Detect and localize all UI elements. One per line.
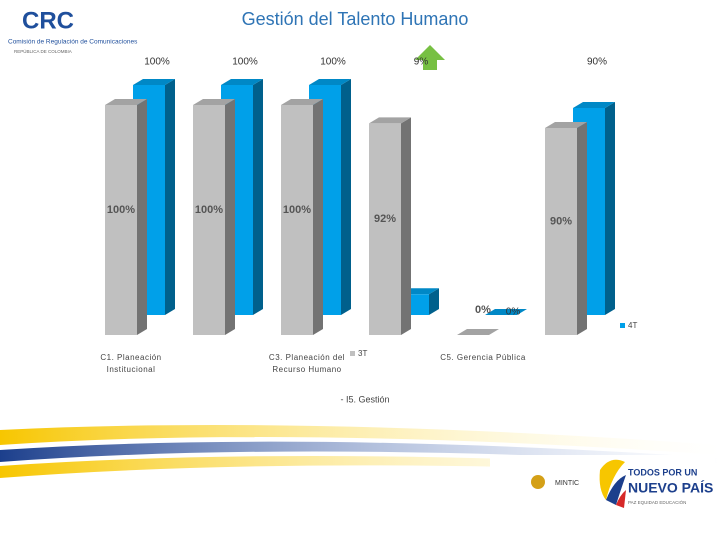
bar-top — [369, 117, 411, 124]
bar-side — [253, 79, 263, 315]
bar — [193, 105, 225, 335]
bar-top — [485, 309, 527, 315]
data-label: 100% — [195, 204, 223, 216]
slogan-icon — [616, 490, 626, 508]
bar-side — [313, 99, 323, 335]
slogan-icon — [606, 475, 626, 505]
bar-side — [429, 288, 439, 315]
data-label: 90% — [587, 57, 607, 68]
data-label: 0% — [506, 307, 521, 318]
arrow-icon — [415, 45, 445, 70]
data-label: 100% — [320, 57, 346, 68]
logo-text: NUEVO PAÍS — [628, 480, 713, 496]
bar-side — [225, 99, 235, 335]
data-label: 9% — [414, 57, 429, 68]
x-tick-label: C5. Gerencia Pública — [440, 353, 526, 362]
bar-top — [573, 102, 615, 108]
x-tick-label: C3. Planeación del Recurso Humano — [268, 353, 346, 374]
bar-top — [457, 329, 499, 335]
bar — [369, 123, 401, 336]
data-label: 92% — [374, 213, 396, 225]
crc-logo: CRC Comisión de Regulación de Comunicaci… — [8, 7, 138, 54]
logo-text: MINTIC — [555, 480, 579, 487]
bar-top — [545, 122, 587, 128]
bar-top — [281, 99, 323, 105]
x-tick-label: C1. Planeación Institucional — [100, 353, 162, 374]
logo-text: PAZ EQUIDAD EDUCACIÓN — [628, 499, 686, 505]
bar — [281, 105, 313, 335]
logo-text: Comisión de Regulación de Comunicaciones — [8, 39, 138, 46]
chart-title: Gestión del Talento Humano — [242, 9, 469, 29]
bar-top — [309, 79, 351, 85]
logo-text: REPÚBLICA DE COLOMBIA — [14, 48, 72, 54]
data-label: 0% — [475, 304, 491, 316]
bar — [105, 105, 137, 335]
bar-side — [137, 99, 147, 335]
swoosh — [0, 441, 720, 464]
bar-top — [221, 79, 263, 85]
x-axis-title: - I5. Gestión — [340, 394, 389, 404]
bar-side — [605, 102, 615, 315]
data-label: 100% — [144, 57, 170, 68]
legend-swatch — [350, 351, 355, 356]
bar — [545, 128, 577, 335]
bar-top — [193, 99, 235, 105]
legend-swatch — [620, 323, 625, 328]
bar-top — [133, 79, 175, 85]
bar-side — [341, 79, 351, 315]
shield-icon — [531, 475, 545, 489]
data-label: 100% — [232, 57, 258, 68]
bar-top — [105, 99, 147, 105]
logo-text: CRC — [22, 7, 74, 34]
legend-label: 3T — [358, 349, 367, 358]
data-label: 90% — [550, 215, 572, 227]
bar-side — [401, 117, 411, 336]
bar-side — [165, 79, 175, 315]
bar-side — [577, 122, 587, 335]
legend-label: 4T — [628, 321, 637, 330]
slogan-icon — [599, 459, 625, 500]
swoosh — [0, 425, 720, 455]
logo-text: TODOS POR UN — [628, 467, 697, 477]
data-label: 100% — [283, 204, 311, 216]
data-label: 100% — [107, 204, 135, 216]
